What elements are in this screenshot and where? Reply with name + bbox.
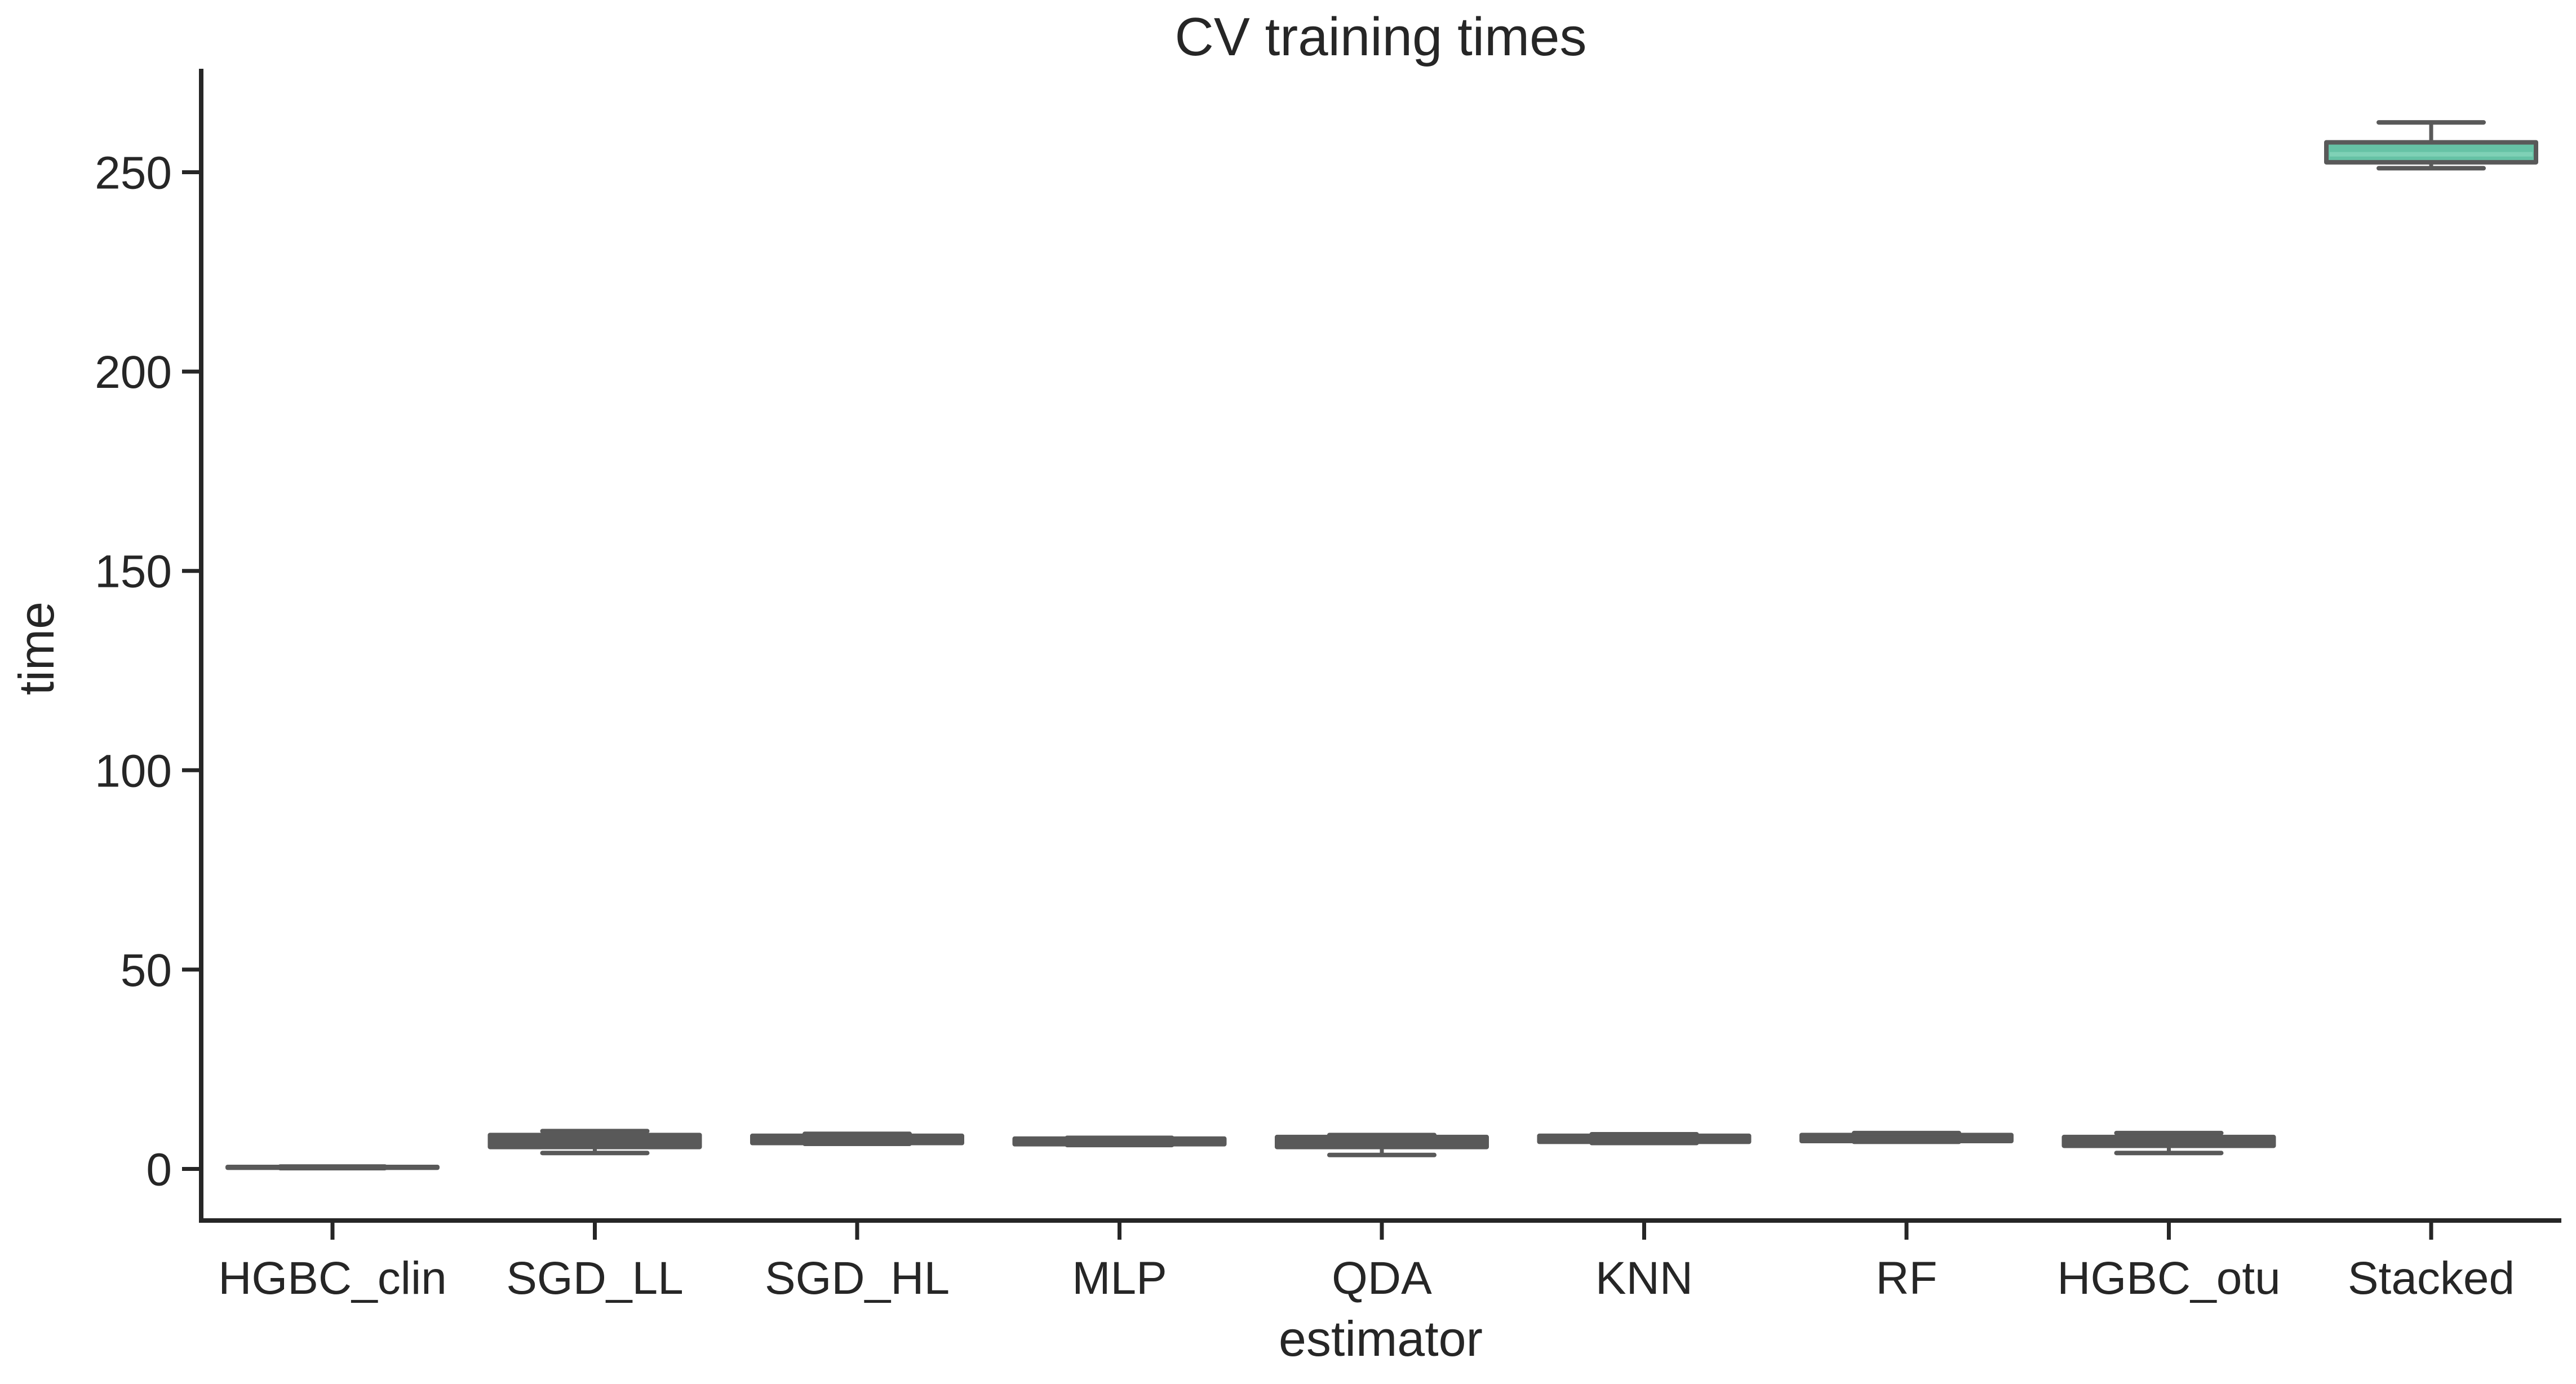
box-plot-SGD_LL xyxy=(487,1129,702,1156)
y-tick-label: 200 xyxy=(95,347,172,398)
box-plot-HGBC_otu xyxy=(2061,1130,2276,1156)
box-plot-HGBC_clin xyxy=(225,1164,440,1171)
box-series xyxy=(225,120,2538,1171)
box-plot-KNN xyxy=(1537,1131,1752,1146)
x-tick-label: HGBC_otu xyxy=(2057,1253,2281,1304)
y-axis-ticks: 0 50 100 150 200 250 xyxy=(95,148,201,1196)
x-tick-label: HGBC_clin xyxy=(218,1253,447,1304)
box-plot-RF xyxy=(1799,1130,2014,1144)
x-tick-label: Stacked xyxy=(2348,1253,2515,1304)
box-plot-QDA xyxy=(1275,1133,1489,1157)
x-tick-label: RF xyxy=(1876,1253,1937,1304)
box-plot-MLP xyxy=(1012,1135,1227,1148)
box-plot-Stacked xyxy=(2324,120,2538,171)
y-tick-label: 50 xyxy=(121,945,172,996)
y-tick-label: 0 xyxy=(146,1144,172,1196)
x-tick-label: SGD_HL xyxy=(765,1253,950,1304)
x-tick-label: SGD_LL xyxy=(506,1253,684,1304)
y-tick-label: 100 xyxy=(95,745,172,797)
x-tick-label: QDA xyxy=(1332,1253,1432,1304)
box-plot-SGD_HL xyxy=(750,1131,964,1146)
y-axis-label: time xyxy=(8,602,64,695)
x-axis-label: estimator xyxy=(1279,1311,1483,1367)
y-tick-label: 150 xyxy=(95,546,172,598)
x-tick-label: MLP xyxy=(1072,1253,1167,1304)
x-tick-label: KNN xyxy=(1595,1253,1693,1304)
x-axis-ticks: HGBC_clin SGD_LL SGD_HL MLP QDA KNN RF HGBC_otu… xyxy=(218,1221,2515,1304)
chart-title: CV training times xyxy=(1175,7,1587,67)
y-tick-label: 250 xyxy=(95,148,172,199)
